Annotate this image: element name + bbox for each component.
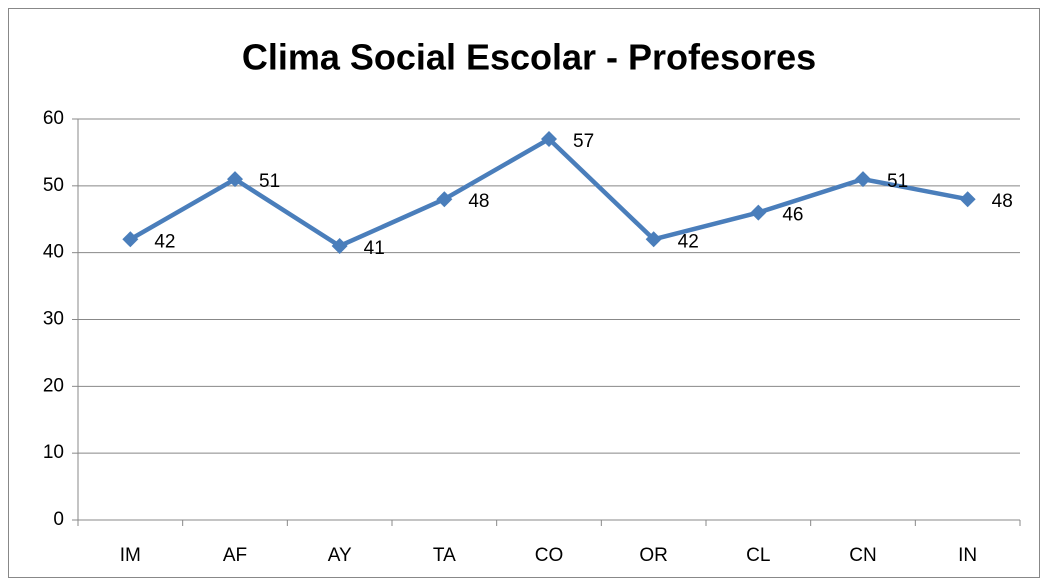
data-point (436, 191, 453, 208)
data-label: 48 (468, 191, 489, 212)
data-label: 42 (154, 231, 175, 252)
y-tick-label: 30 (43, 309, 64, 330)
y-tick-label: 50 (43, 175, 64, 196)
x-tick-label: IM (120, 545, 141, 566)
data-point (227, 171, 243, 188)
data-point (122, 231, 139, 248)
data-label: 57 (573, 131, 594, 152)
y-tick-label: 0 (53, 509, 64, 530)
data-point (959, 191, 976, 208)
data-label: 46 (782, 205, 803, 226)
data-point (541, 131, 557, 148)
x-tick-label: AY (328, 545, 352, 566)
y-tick-label: 10 (43, 442, 64, 463)
data-label: 51 (259, 171, 280, 192)
chart-title: Clima Social Escolar - Profesores (242, 37, 816, 78)
y-tick-label: 60 (43, 108, 64, 129)
x-tick-label: CO (535, 545, 564, 566)
data-point (750, 204, 767, 221)
data-label: 48 (992, 191, 1013, 212)
data-point (855, 171, 871, 188)
x-tick-label: TA (433, 545, 456, 566)
x-tick-label: IN (958, 545, 977, 566)
data-point (645, 231, 662, 248)
x-tick-label: CL (746, 545, 770, 566)
data-label: 41 (364, 238, 385, 259)
y-tick-label: 40 (43, 242, 64, 263)
x-tick-label: OR (639, 545, 668, 566)
y-tick-label: 20 (43, 375, 64, 396)
chart-border (8, 8, 1040, 578)
data-point (331, 237, 348, 254)
data-label: 42 (678, 231, 699, 252)
x-tick-label: CN (849, 545, 876, 566)
x-tick-label: AF (223, 545, 247, 566)
data-label: 51 (887, 171, 908, 192)
